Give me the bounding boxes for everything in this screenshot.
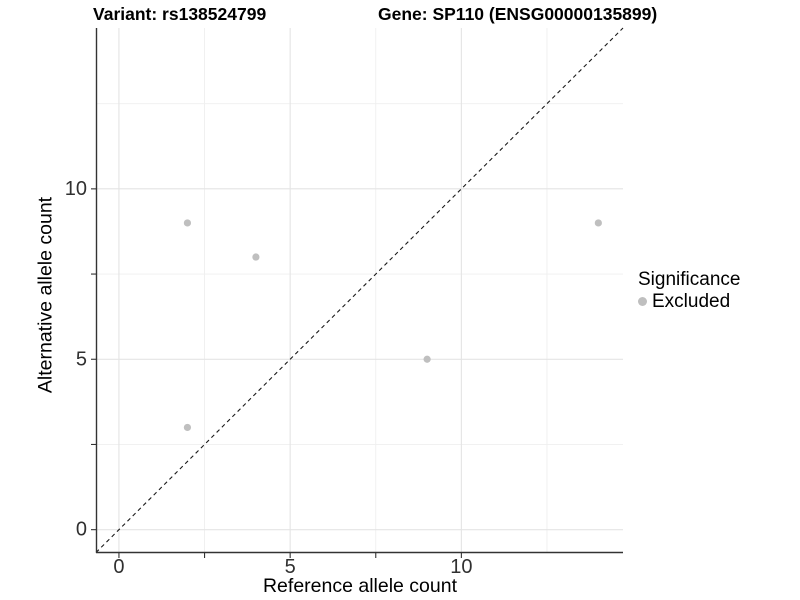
x-axis-title: Reference allele count	[262, 575, 458, 597]
legend-item-label: Excluded	[652, 290, 731, 312]
data-point	[252, 253, 260, 261]
x-tick-label: 0	[113, 556, 124, 578]
data-point	[594, 219, 602, 227]
x-tick-label: 5	[285, 556, 296, 578]
y-tick-label: 0	[76, 519, 87, 541]
excluded-point-icon	[638, 297, 647, 307]
data-point	[423, 355, 431, 363]
data-point	[183, 423, 192, 432]
gene-title: Gene: SP110 (ENSG00000135899)	[378, 4, 658, 24]
y-tick-label: 10	[65, 178, 87, 200]
data-point	[183, 219, 192, 227]
y-axis-title: Alternative allele count	[34, 196, 57, 394]
y-tick-label: 5	[76, 348, 87, 370]
identity-reference-line	[95, 27, 624, 553]
legend-item-excluded: Excluded	[638, 290, 740, 312]
legend: Significance Excluded	[638, 270, 740, 312]
legend-title: Significance	[638, 269, 741, 290]
x-tick-label: 10	[450, 556, 472, 578]
variant-title: Variant: rs138524799	[93, 4, 267, 24]
